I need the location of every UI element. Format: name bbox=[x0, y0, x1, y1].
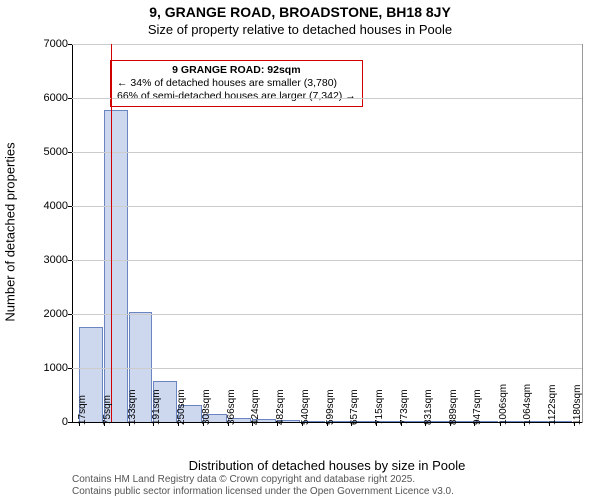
y-tick-label: 2000 bbox=[8, 308, 68, 320]
y-axis-line bbox=[72, 44, 73, 422]
y-tick-label: 7000 bbox=[8, 38, 68, 50]
gridline bbox=[72, 44, 582, 45]
y-tick-label: 4000 bbox=[8, 200, 68, 212]
page-title: 9, GRANGE ROAD, BROADSTONE, BH18 8JY bbox=[0, 4, 600, 20]
y-tick-label: 0 bbox=[8, 416, 68, 428]
y-tick-mark bbox=[68, 368, 72, 369]
gridline bbox=[72, 206, 582, 207]
y-tick-mark bbox=[68, 206, 72, 207]
y-tick-label: 3000 bbox=[8, 254, 68, 266]
y-tick-label: 6000 bbox=[8, 92, 68, 104]
gridline bbox=[72, 98, 582, 99]
y-tick-mark bbox=[68, 422, 72, 423]
footer-line2: Contains public sector information licen… bbox=[72, 486, 454, 498]
property-annotation: 9 GRANGE ROAD: 92sqm ← 34% of detached h… bbox=[110, 60, 363, 107]
y-tick-mark bbox=[68, 98, 72, 99]
y-tick-mark bbox=[68, 44, 72, 45]
annotation-line2: 66% of semi-detached houses are larger (… bbox=[117, 90, 356, 103]
footer-attribution: Contains HM Land Registry data © Crown c… bbox=[72, 474, 454, 498]
gridline bbox=[72, 368, 582, 369]
y-tick-label: 5000 bbox=[8, 146, 68, 158]
gridline bbox=[72, 314, 582, 315]
footer-line1: Contains HM Land Registry data © Crown c… bbox=[72, 474, 454, 486]
y-tick-mark bbox=[68, 260, 72, 261]
histogram-bar bbox=[104, 110, 128, 423]
x-axis-label: Distribution of detached houses by size … bbox=[72, 458, 582, 473]
y-axis-label: Number of detached properties bbox=[3, 142, 18, 321]
y-tick-mark bbox=[68, 314, 72, 315]
property-indicator-line bbox=[111, 44, 112, 422]
y-tick-label: 1000 bbox=[8, 362, 68, 374]
annotation-line1: ← 34% of detached houses are smaller (3,… bbox=[117, 77, 356, 90]
gridline bbox=[72, 260, 582, 261]
gridline bbox=[72, 152, 582, 153]
page-subtitle: Size of property relative to detached ho… bbox=[0, 22, 600, 37]
y-tick-mark bbox=[68, 152, 72, 153]
annotation-header: 9 GRANGE ROAD: 92sqm bbox=[117, 64, 356, 77]
